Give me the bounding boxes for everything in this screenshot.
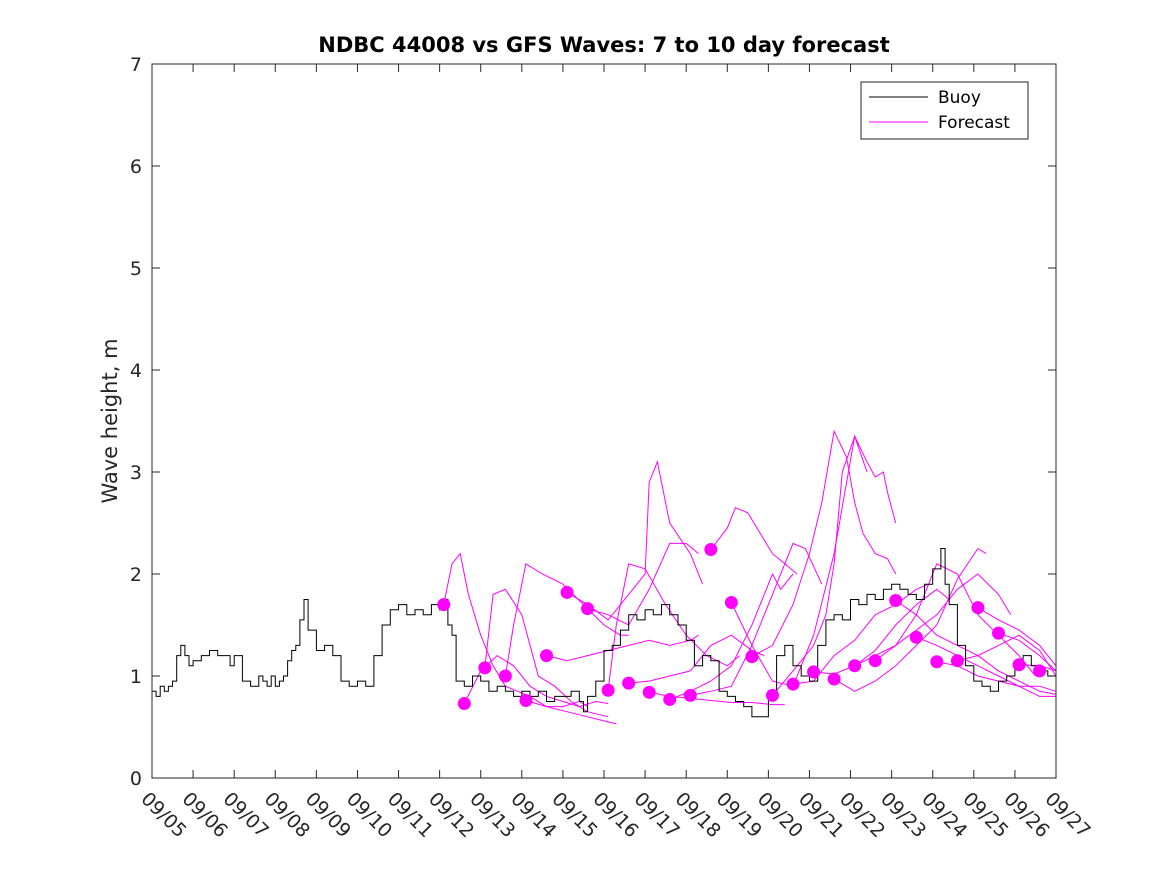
forecast-run-line (587, 542, 699, 626)
forecast-point (1033, 664, 1047, 678)
x-tick-label: 09/06 (178, 788, 232, 842)
forecast-run-line (854, 573, 1012, 667)
forecast-point (1012, 658, 1026, 672)
forecast-point (622, 676, 636, 690)
forecast-point (519, 693, 533, 707)
x-tick-label: 09/20 (753, 788, 807, 842)
forecast-run-line (504, 562, 629, 677)
y-axis-label: Wave height, m (98, 338, 122, 503)
x-tick-label: 09/23 (876, 788, 930, 842)
y-tick-label: 0 (130, 768, 142, 790)
x-tick-label: 09/08 (260, 788, 314, 842)
forecast-point (683, 688, 697, 702)
x-tick-labels: 09/0509/0609/0709/0809/0909/1009/1109/12… (136, 788, 1094, 842)
x-tick-label: 09/16 (588, 788, 642, 842)
forecast-run-line (998, 632, 1057, 672)
forecast-run-line (895, 600, 1057, 695)
forecast-point (889, 594, 903, 608)
forecast-point (827, 672, 841, 686)
forecast-point (909, 630, 923, 644)
y-tick-label: 7 (130, 54, 142, 76)
forecast-point (991, 626, 1005, 640)
forecast-run-line (443, 552, 588, 708)
forecast-point (950, 654, 964, 668)
forecast-point (704, 543, 718, 557)
forecast-run-line (977, 607, 1057, 667)
chart-title: NDBC 44008 vs GFS Waves: 7 to 10 day for… (318, 33, 889, 57)
axes-box (151, 63, 1057, 779)
y-tick-label: 5 (130, 258, 142, 280)
forecast-point (807, 665, 821, 679)
forecast-point (539, 649, 553, 663)
x-tick-label: 09/05 (136, 788, 190, 842)
x-tick-label: 09/21 (794, 788, 848, 842)
forecast-run-line (546, 634, 699, 662)
forecast-run-line (957, 634, 1057, 677)
x-tick-label: 09/22 (835, 788, 889, 842)
forecast-point (786, 677, 800, 691)
x-tick-label: 09/14 (506, 788, 560, 842)
x-tick-label: 09/19 (712, 788, 766, 842)
forecast-run-line (669, 572, 794, 700)
forecast-point (724, 596, 738, 610)
x-tick-label: 09/17 (630, 788, 684, 842)
forecast-run-line (566, 460, 704, 621)
x-tick-label: 09/25 (958, 788, 1012, 842)
forecast-point (478, 661, 492, 675)
forecast-point (848, 659, 862, 673)
forecast-point (642, 685, 656, 699)
forecast-run-line (751, 429, 897, 658)
forecast-point (437, 598, 451, 612)
buoy-series-line (152, 548, 1056, 718)
y-tick-label: 2 (130, 564, 142, 586)
legend: Buoy Forecast (860, 81, 1029, 140)
forecast-run-line (484, 588, 609, 718)
plot-area (152, 429, 1057, 725)
x-tick-label: 09/07 (219, 788, 273, 842)
forecast-run-line (710, 507, 798, 575)
y-tick-label: 1 (130, 666, 142, 688)
x-tick-label: 09/09 (301, 788, 355, 842)
forecast-point (745, 650, 759, 664)
y-tick-labels: 0 1 2 3 4 5 6 7 (130, 54, 142, 790)
forecast-run-line (916, 636, 1056, 697)
forecast-run-line (730, 434, 868, 687)
x-tick-label: 09/15 (547, 788, 601, 842)
forecast-point (765, 688, 779, 702)
legend-forecast-label: Forecast (938, 113, 1010, 133)
forecast-point (971, 601, 985, 615)
x-tick-label: 09/12 (424, 788, 478, 842)
forecast-point (498, 669, 512, 683)
forecast-run-line (525, 700, 617, 725)
x-tick-label: 09/13 (465, 788, 519, 842)
y-tick-label: 4 (130, 360, 142, 382)
forecast-run-line (813, 588, 950, 675)
x-tick-label: 09/11 (383, 788, 437, 842)
forecast-run-line (833, 547, 987, 692)
forecast-point (581, 602, 595, 616)
forecast-point (560, 585, 574, 599)
x-tick-label: 09/27 (1040, 788, 1094, 842)
y-tick-label: 3 (130, 462, 142, 484)
forecast-point (930, 655, 944, 669)
y-tick-label: 6 (130, 156, 142, 178)
forecast-run-line (772, 434, 897, 696)
forecast-run-line (628, 634, 765, 684)
forecast-run-line (874, 563, 1036, 677)
forecast-run-line (607, 563, 740, 691)
forecast-point (663, 692, 677, 706)
forecast-run-line (690, 542, 823, 696)
legend-buoy-label: Buoy (938, 88, 981, 108)
x-tick-label: 09/18 (671, 788, 725, 842)
x-tick-label: 09/26 (999, 788, 1053, 842)
x-tick-label: 09/10 (342, 788, 396, 842)
forecast-point (601, 683, 615, 697)
legend-box (860, 81, 1029, 140)
forecast-point (457, 697, 471, 711)
x-tick-label: 09/24 (917, 788, 971, 842)
forecast-point (868, 654, 882, 668)
